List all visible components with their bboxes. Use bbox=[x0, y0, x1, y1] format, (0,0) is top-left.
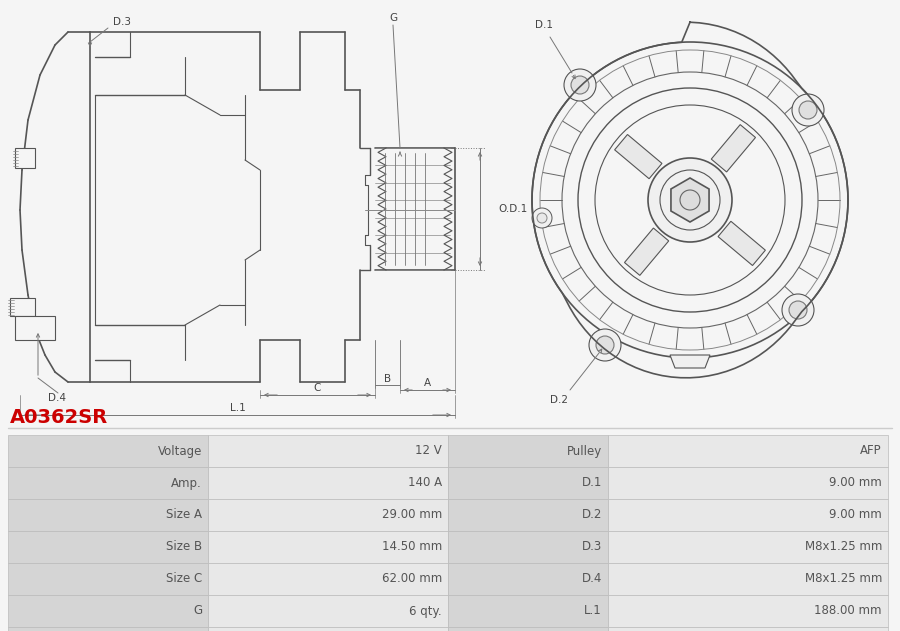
Text: M8x1.25 mm: M8x1.25 mm bbox=[805, 541, 882, 553]
Text: D.3: D.3 bbox=[113, 17, 131, 27]
Bar bbox=[608, 467, 888, 499]
Bar bbox=[208, 595, 448, 627]
Bar bbox=[8, 627, 208, 631]
Text: 6 qty.: 6 qty. bbox=[410, 604, 442, 618]
Bar bbox=[8, 435, 208, 467]
Bar bbox=[8, 467, 208, 499]
Bar bbox=[448, 563, 608, 595]
Text: A0362SR: A0362SR bbox=[10, 408, 108, 427]
Circle shape bbox=[648, 158, 732, 242]
Bar bbox=[608, 435, 888, 467]
Text: D.4: D.4 bbox=[581, 572, 602, 586]
Circle shape bbox=[571, 76, 589, 94]
Text: Pulley: Pulley bbox=[567, 444, 602, 457]
Text: L.1: L.1 bbox=[584, 604, 602, 618]
Circle shape bbox=[680, 190, 700, 210]
Text: Size B: Size B bbox=[166, 541, 202, 553]
Bar bbox=[8, 499, 208, 531]
Circle shape bbox=[792, 94, 824, 126]
Bar bbox=[208, 627, 448, 631]
Circle shape bbox=[799, 101, 817, 119]
Bar bbox=[448, 467, 608, 499]
Text: 62.00 mm: 62.00 mm bbox=[382, 572, 442, 586]
Bar bbox=[448, 627, 608, 631]
Bar bbox=[448, 499, 608, 531]
Text: 14.50 mm: 14.50 mm bbox=[382, 541, 442, 553]
Text: D.2: D.2 bbox=[581, 509, 602, 521]
Bar bbox=[448, 435, 608, 467]
Circle shape bbox=[596, 336, 614, 354]
Polygon shape bbox=[625, 228, 669, 275]
Text: D.1: D.1 bbox=[581, 476, 602, 490]
Bar bbox=[448, 531, 608, 563]
Text: L.1: L.1 bbox=[230, 403, 246, 413]
Text: D.3: D.3 bbox=[581, 541, 602, 553]
Polygon shape bbox=[615, 134, 662, 179]
Text: 29.00 mm: 29.00 mm bbox=[382, 509, 442, 521]
Bar bbox=[608, 563, 888, 595]
Text: D.4: D.4 bbox=[48, 393, 66, 403]
Bar bbox=[608, 499, 888, 531]
Text: G: G bbox=[193, 604, 202, 618]
Text: Size C: Size C bbox=[166, 572, 202, 586]
Circle shape bbox=[537, 213, 547, 223]
Bar bbox=[608, 627, 888, 631]
Text: G: G bbox=[389, 13, 397, 23]
Text: Amp.: Amp. bbox=[171, 476, 202, 490]
Bar bbox=[448, 595, 608, 627]
Polygon shape bbox=[670, 355, 710, 368]
Bar bbox=[8, 531, 208, 563]
Bar bbox=[208, 435, 448, 467]
Bar bbox=[208, 467, 448, 499]
Text: B: B bbox=[384, 374, 392, 384]
Polygon shape bbox=[532, 22, 848, 378]
Text: D.2: D.2 bbox=[550, 395, 568, 405]
Polygon shape bbox=[10, 298, 35, 316]
Bar bbox=[8, 595, 208, 627]
Polygon shape bbox=[711, 125, 755, 172]
Circle shape bbox=[595, 105, 785, 295]
Text: O.D.1: O.D.1 bbox=[498, 204, 527, 214]
Circle shape bbox=[782, 294, 814, 326]
Polygon shape bbox=[15, 148, 35, 168]
Text: 140 A: 140 A bbox=[408, 476, 442, 490]
Polygon shape bbox=[718, 221, 765, 266]
Circle shape bbox=[532, 42, 848, 358]
Bar bbox=[208, 531, 448, 563]
Text: D.1: D.1 bbox=[535, 20, 553, 30]
Circle shape bbox=[578, 88, 802, 312]
Bar bbox=[608, 531, 888, 563]
Bar bbox=[208, 563, 448, 595]
Circle shape bbox=[589, 329, 621, 361]
Bar bbox=[208, 499, 448, 531]
Circle shape bbox=[532, 208, 552, 228]
Text: A: A bbox=[424, 378, 431, 388]
Polygon shape bbox=[670, 178, 709, 222]
Text: 188.00 mm: 188.00 mm bbox=[814, 604, 882, 618]
Text: 9.00 mm: 9.00 mm bbox=[829, 509, 882, 521]
Text: M8x1.25 mm: M8x1.25 mm bbox=[805, 572, 882, 586]
Text: 12 V: 12 V bbox=[415, 444, 442, 457]
Circle shape bbox=[660, 170, 720, 230]
Circle shape bbox=[789, 301, 807, 319]
Polygon shape bbox=[15, 316, 55, 340]
Text: 9.00 mm: 9.00 mm bbox=[829, 476, 882, 490]
Text: AFP: AFP bbox=[860, 444, 882, 457]
Circle shape bbox=[564, 69, 596, 101]
Text: Size A: Size A bbox=[166, 509, 202, 521]
Text: C: C bbox=[314, 383, 321, 393]
Bar bbox=[608, 595, 888, 627]
Bar bbox=[8, 563, 208, 595]
Text: Voltage: Voltage bbox=[158, 444, 202, 457]
